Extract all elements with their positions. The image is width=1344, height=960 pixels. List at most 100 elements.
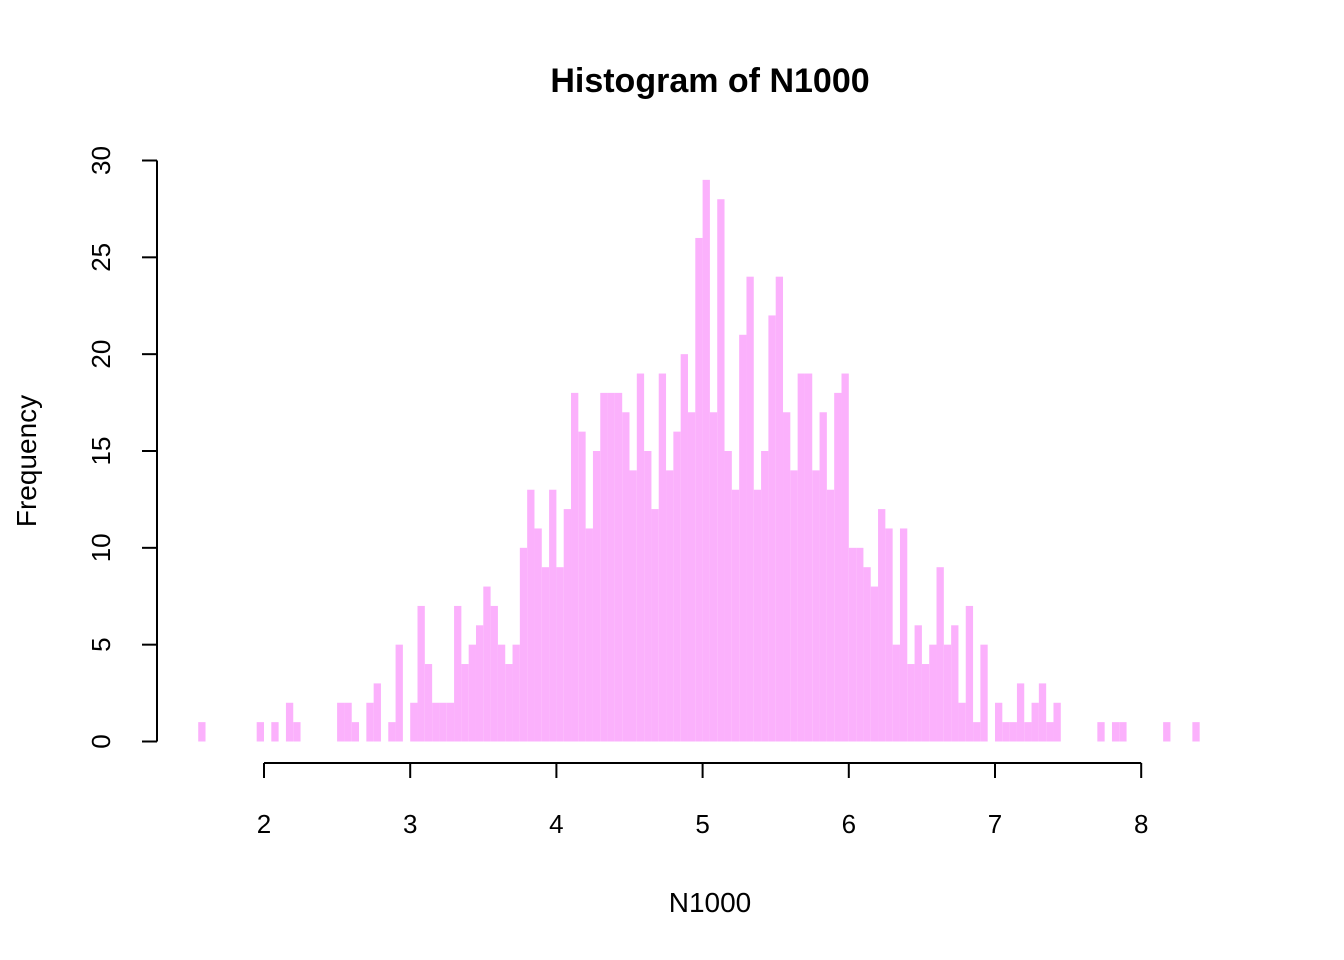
histogram-bar xyxy=(761,451,769,742)
x-tick-label: 3 xyxy=(403,809,417,839)
histogram-bar xyxy=(285,702,294,742)
y-tick-label: 5 xyxy=(86,637,116,651)
histogram-bar xyxy=(673,431,681,742)
histogram-bar xyxy=(629,470,637,742)
histogram-bar xyxy=(592,451,601,742)
x-tick-label: 6 xyxy=(842,809,856,839)
x-axis: 2 3 4 5 6 7 8 xyxy=(257,762,1148,839)
histogram-bar xyxy=(344,702,352,742)
histogram-bar xyxy=(768,315,776,742)
histogram-bar xyxy=(644,451,652,742)
histogram-bar xyxy=(446,702,455,742)
x-tick-label: 5 xyxy=(695,809,709,839)
histogram-bar xyxy=(1024,722,1032,742)
histogram-bar xyxy=(680,354,688,742)
histogram-bar xyxy=(870,586,879,742)
histogram-bar xyxy=(724,451,732,742)
histogram-bar xyxy=(973,722,981,742)
histogram-bar xyxy=(863,567,871,742)
histogram-bar xyxy=(534,528,542,742)
histogram-bar xyxy=(804,373,813,742)
histogram-bar xyxy=(497,644,506,742)
histogram-bar xyxy=(921,664,930,742)
histogram-bar xyxy=(395,644,403,742)
histogram-bar xyxy=(929,644,937,742)
histogram-bar xyxy=(695,237,703,742)
y-tick-label: 10 xyxy=(86,533,116,562)
histogram-bar xyxy=(658,373,667,742)
histogram-bar xyxy=(1097,722,1105,742)
histogram-bar xyxy=(1192,722,1200,742)
histogram-bar xyxy=(454,605,462,742)
histogram-bar xyxy=(651,509,659,742)
histogram-bar xyxy=(256,722,264,742)
histogram-bar xyxy=(578,431,586,742)
histogram-bar xyxy=(958,702,966,742)
histogram-bar xyxy=(432,702,440,742)
histogram-bar xyxy=(439,702,447,742)
histogram-bar xyxy=(417,605,425,742)
histogram-bar xyxy=(600,392,608,742)
y-tick-label: 20 xyxy=(86,340,116,369)
histogram-bar xyxy=(951,625,959,742)
histogram-bar xyxy=(812,470,820,742)
histogram-bar xyxy=(848,547,857,742)
x-tick-label: 2 xyxy=(257,809,271,839)
histogram-bar xyxy=(1009,722,1017,742)
histogram-bar xyxy=(424,664,433,742)
histogram-bar xyxy=(739,334,747,742)
histogram-bar xyxy=(826,489,835,742)
histogram-bar xyxy=(527,489,535,742)
histogram-bar xyxy=(1111,722,1120,742)
histogram-bars xyxy=(198,179,1200,742)
histogram-bar xyxy=(1038,683,1047,742)
histogram-bar xyxy=(746,276,754,742)
x-axis-label: N1000 xyxy=(669,887,752,918)
histogram-bar xyxy=(351,722,360,742)
histogram-bar xyxy=(892,644,900,742)
x-tick-label: 4 xyxy=(549,809,563,839)
histogram-bar xyxy=(717,199,725,742)
histogram-bar xyxy=(519,547,528,742)
histogram-bar xyxy=(995,702,1003,742)
histogram-bar xyxy=(783,412,791,742)
histogram-bar xyxy=(461,664,469,742)
histogram-bar xyxy=(505,664,513,742)
y-axis-label: Frequency xyxy=(11,395,42,527)
y-tick-label: 0 xyxy=(86,734,116,748)
histogram-bar xyxy=(1119,722,1127,742)
histogram-bar xyxy=(885,528,893,742)
histogram-bar xyxy=(490,605,498,742)
histogram-bar xyxy=(198,722,206,742)
histogram-bar xyxy=(790,470,798,742)
histogram-bar xyxy=(1031,702,1039,742)
histogram-bar xyxy=(622,412,630,742)
histogram-bar xyxy=(775,276,784,742)
histogram-bar xyxy=(856,547,864,742)
histogram-bar xyxy=(483,586,491,742)
histogram-bar xyxy=(388,722,396,742)
histogram-bar xyxy=(571,392,579,742)
histogram-bar xyxy=(366,702,374,742)
histogram-bar xyxy=(1053,702,1061,742)
histogram-bar xyxy=(1016,683,1025,742)
histogram-bar xyxy=(563,509,572,742)
histogram-bar xyxy=(666,470,674,742)
histogram-bar xyxy=(512,644,520,742)
histogram-bar xyxy=(475,625,484,742)
histogram-bar xyxy=(549,489,557,742)
histogram-bar xyxy=(819,412,827,742)
histogram-bar xyxy=(980,644,988,742)
histogram-bar xyxy=(753,489,762,742)
histogram-bar xyxy=(410,702,418,742)
histogram-bar xyxy=(468,644,476,742)
histogram-bar xyxy=(337,702,345,742)
histogram-bar xyxy=(878,509,886,742)
x-tick-label: 7 xyxy=(988,809,1002,839)
histogram-bar xyxy=(709,412,718,742)
histogram-bar xyxy=(614,392,623,742)
histogram-bar xyxy=(907,664,915,742)
histogram-bar xyxy=(702,179,710,742)
histogram-bar xyxy=(373,683,381,742)
